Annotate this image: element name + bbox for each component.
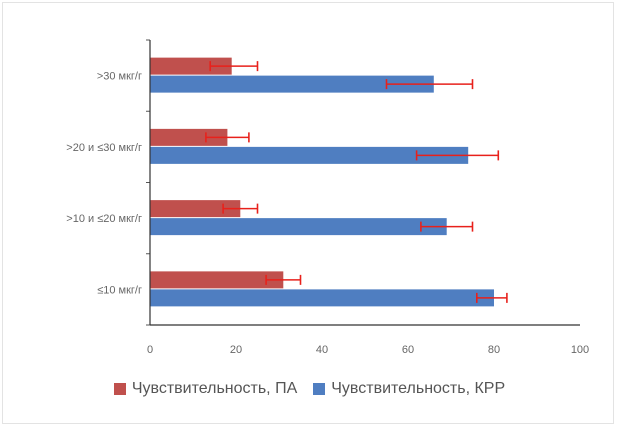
category-label-3: ≤10 мкг/г [97, 284, 142, 296]
category-label-0: >30 мкг/г [97, 71, 142, 83]
bar-pa-3 [150, 271, 284, 289]
category-label-2: >10 и ≤20 мкг/г [66, 213, 142, 225]
x-tick-label-3: 60 [402, 344, 414, 356]
x-tick-label-2: 40 [316, 344, 328, 356]
legend-label-pa: Чувствительность, ПА [131, 380, 298, 397]
bar-pa-1 [150, 128, 228, 146]
bar-krr-3 [150, 289, 494, 307]
x-tick-label-0: 0 [147, 344, 153, 356]
x-tick-label-4: 80 [488, 344, 500, 356]
bar-krr-1 [150, 146, 469, 164]
bar-pa-2 [150, 200, 241, 218]
bar-pa-0 [150, 57, 232, 75]
bar-krr-0 [150, 75, 434, 93]
legend-label-krr: Чувствительность, КРР [331, 380, 506, 397]
legend-item-pa: Чувствительность, ПА [113, 380, 298, 398]
category-label-1: >20 и ≤30 мкг/г [66, 142, 142, 154]
legend-swatch-krr [313, 383, 326, 395]
x-tick-label-5: 100 [571, 344, 589, 356]
chart-frame [2, 2, 614, 424]
x-tick-label-1: 20 [230, 344, 242, 356]
bar-krr-2 [150, 218, 447, 236]
legend-item-krr: Чувствительность, КРР [313, 380, 505, 398]
legend-swatch-pa [113, 383, 126, 395]
chart-legend: Чувствительность, ПА Чувствительность, К… [0, 380, 619, 398]
